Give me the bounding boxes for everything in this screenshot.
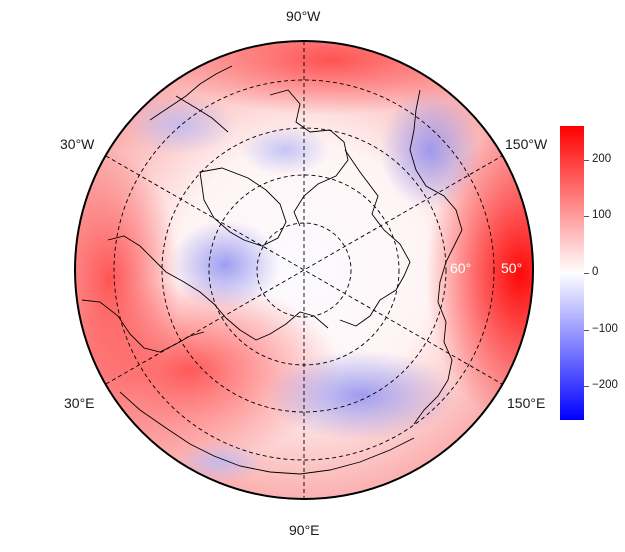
colorbar-tick-label: −100 — [592, 322, 618, 335]
lat-label-outer: 50° — [501, 260, 523, 276]
colorbar-tick-mark — [584, 216, 589, 218]
lon-label-bottom: 90°E — [289, 522, 320, 538]
graticule — [105, 41, 503, 499]
lon-label-lower-left: 30°E — [64, 395, 95, 411]
colorbar-tick-label: −200 — [592, 379, 618, 392]
lon-label-upper-right: 150°W — [505, 136, 548, 152]
colorbar-tick-label: 0 — [592, 266, 599, 278]
map-boundary — [74, 40, 534, 500]
colorbar-tick-mark — [584, 329, 589, 331]
lon-label-upper-left: 30°W — [60, 136, 95, 152]
lat-label-inner: 60° — [450, 260, 472, 276]
colorbar-tick-mark — [584, 386, 589, 388]
colorbar-tick-label: 200 — [592, 152, 612, 165]
colorbar — [560, 126, 584, 420]
lon-label-top: 90°W — [286, 8, 321, 24]
lon-label-lower-right: 150°E — [507, 395, 546, 411]
colorbar-tick-label: 100 — [592, 209, 612, 222]
colorbar-tick-mark — [584, 273, 589, 274]
colorbar-tick-mark — [584, 159, 589, 161]
anomaly-field — [75, 41, 533, 499]
